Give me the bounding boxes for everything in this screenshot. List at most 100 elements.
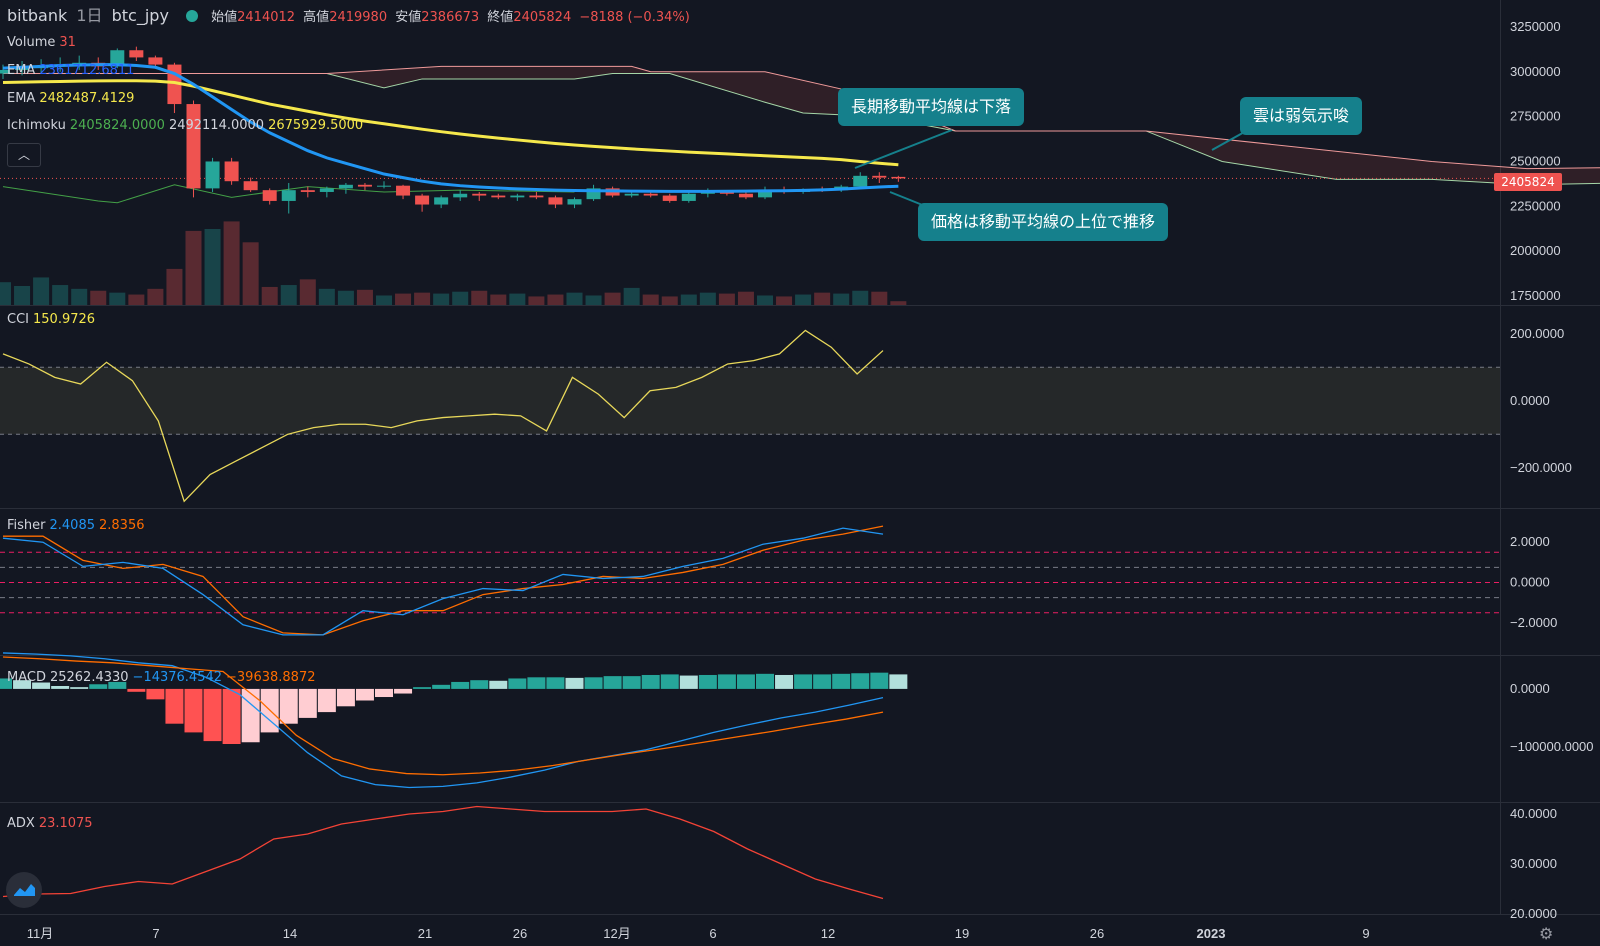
macd-histogram-bar	[0, 678, 12, 689]
volume-bar	[757, 295, 773, 305]
macd-histogram-bar	[13, 680, 32, 689]
macd-histogram-bar	[470, 680, 489, 689]
close-value: 2405824	[513, 10, 572, 25]
volume-bar	[452, 291, 469, 305]
annotation-long-ema-falling[interactable]: 長期移動平均線は下落	[838, 88, 1025, 126]
macd-label: MACD	[7, 670, 46, 685]
open-label: 始値	[211, 10, 238, 25]
candle-body	[319, 188, 334, 192]
macd-histogram-bar	[127, 688, 146, 692]
price-axis-label: 3000000	[1510, 64, 1561, 79]
adx-legend[interactable]: ADX 23.1075	[7, 816, 97, 832]
cci-band	[0, 367, 1500, 435]
volume-bar	[871, 291, 888, 305]
volume-bar	[185, 230, 202, 305]
interval-label[interactable]: 1日	[76, 6, 103, 25]
symbol-name[interactable]: btc_jpy	[111, 6, 169, 25]
macd-value-3: −39638.8872	[226, 670, 316, 685]
candle-body	[205, 161, 220, 189]
candle-body	[396, 185, 411, 196]
candle-body	[434, 197, 449, 205]
annotation-cloud-bearish[interactable]: 雲は弱気示唆	[1240, 97, 1363, 135]
volume-bar	[566, 292, 583, 305]
cci-axis-label: −200.0000	[1510, 460, 1572, 475]
volume-bar	[261, 286, 278, 305]
volume-bar	[718, 293, 735, 305]
time-axis-label: 12月	[603, 926, 630, 941]
ema-fast-legend[interactable]: EMA 2361712.6811	[7, 63, 138, 79]
volume-value: 31	[59, 35, 76, 50]
volume-bar	[0, 282, 11, 305]
candle-body	[110, 50, 125, 67]
macd-histogram-bar	[108, 681, 127, 689]
macd-legend[interactable]: MACD 25262.4330 −14376.4542 −39638.8872	[7, 670, 319, 686]
time-axis-label: 11月	[27, 926, 54, 941]
volume-bar	[433, 293, 450, 305]
volume-bar	[661, 296, 678, 305]
ichimoku-cloud	[3, 66, 1600, 185]
ichimoku-value-2: 2492114.0000	[168, 118, 265, 133]
exchange-name[interactable]: bitbank	[7, 6, 68, 25]
adx-axis-label: 40.0000	[1510, 806, 1557, 821]
fisher-trigger-line	[3, 525, 884, 636]
volume-bar	[128, 294, 145, 305]
annotation-price-above-ema[interactable]: 価格は移動平均線の上位で推移	[918, 203, 1169, 241]
annotation-pointer	[854, 129, 953, 169]
macd-histogram-bar	[527, 677, 546, 689]
adx-value: 23.1075	[38, 816, 93, 831]
macd-histogram-bar	[584, 677, 603, 689]
ichimoku-span-a	[3, 73, 1600, 186]
macd-histogram-bar	[165, 688, 184, 724]
candle-body	[0, 69, 10, 74]
time-axis-label: 21	[418, 926, 432, 941]
ichimoku-value-1: 2405824.0000	[69, 118, 165, 133]
candle-body	[529, 195, 544, 198]
macd-histogram-bar	[70, 687, 89, 689]
macd-histogram-bar	[546, 677, 565, 689]
volume-bar	[852, 290, 869, 305]
cci-legend[interactable]: CCI 150.9726	[7, 312, 99, 328]
macd-axis-label: 0.0000	[1510, 681, 1550, 696]
cci-label: CCI	[7, 312, 29, 327]
price-axis-label: 3250000	[1510, 19, 1561, 34]
last-price-tag: 2405824	[1494, 173, 1562, 191]
fisher-legend[interactable]: Fisher 2.4085 2.8356	[7, 518, 149, 534]
time-axis-label: 7	[152, 926, 159, 941]
volume-bar	[528, 296, 545, 305]
adx-axis-label: 30.0000	[1510, 856, 1557, 871]
fisher-line	[2, 527, 884, 636]
settings-gear-icon[interactable]: ⚙	[1539, 924, 1554, 943]
macd-histogram-bar	[146, 688, 165, 700]
volume-legend[interactable]: Volume 31	[7, 35, 80, 51]
ichimoku-label: Ichimoku	[7, 118, 66, 133]
candle-body	[548, 197, 563, 205]
ema-slow-label: EMA	[7, 91, 36, 106]
macd-histogram-bar	[508, 678, 527, 689]
candle-body	[281, 190, 296, 201]
macd-histogram-bar	[641, 674, 660, 689]
candle-body	[415, 195, 430, 205]
volume-bar	[509, 293, 526, 305]
candle-body	[681, 193, 696, 201]
price-axis-label: 2500000	[1510, 153, 1561, 168]
ichimoku-legend[interactable]: Ichimoku 2405824.0000 2492114.0000 2675929.…	[7, 118, 367, 134]
volume-label: Volume	[7, 35, 56, 50]
macd-line	[2, 652, 884, 789]
open-value: 2414012	[237, 10, 296, 25]
ema-slow-line	[2, 79, 899, 167]
time-axis-label: 19	[955, 926, 969, 941]
tradingview-logo-icon[interactable]	[6, 872, 42, 908]
macd-histogram-bar	[432, 684, 451, 689]
change-value: −8188 (−0.34%)	[579, 10, 690, 25]
volume-bar	[395, 293, 412, 305]
time-axis-label: 14	[283, 926, 297, 941]
macd-histogram-bar	[355, 688, 374, 701]
volume-bar	[737, 291, 754, 305]
macd-histogram-bar	[451, 681, 470, 689]
macd-histogram-bar	[775, 674, 794, 689]
collapse-legend-button[interactable]: ︿	[7, 143, 41, 167]
volume-bar	[299, 279, 316, 305]
ema-slow-legend[interactable]: EMA 2482487.4129	[7, 91, 138, 107]
macd-histogram-bar	[184, 688, 203, 733]
